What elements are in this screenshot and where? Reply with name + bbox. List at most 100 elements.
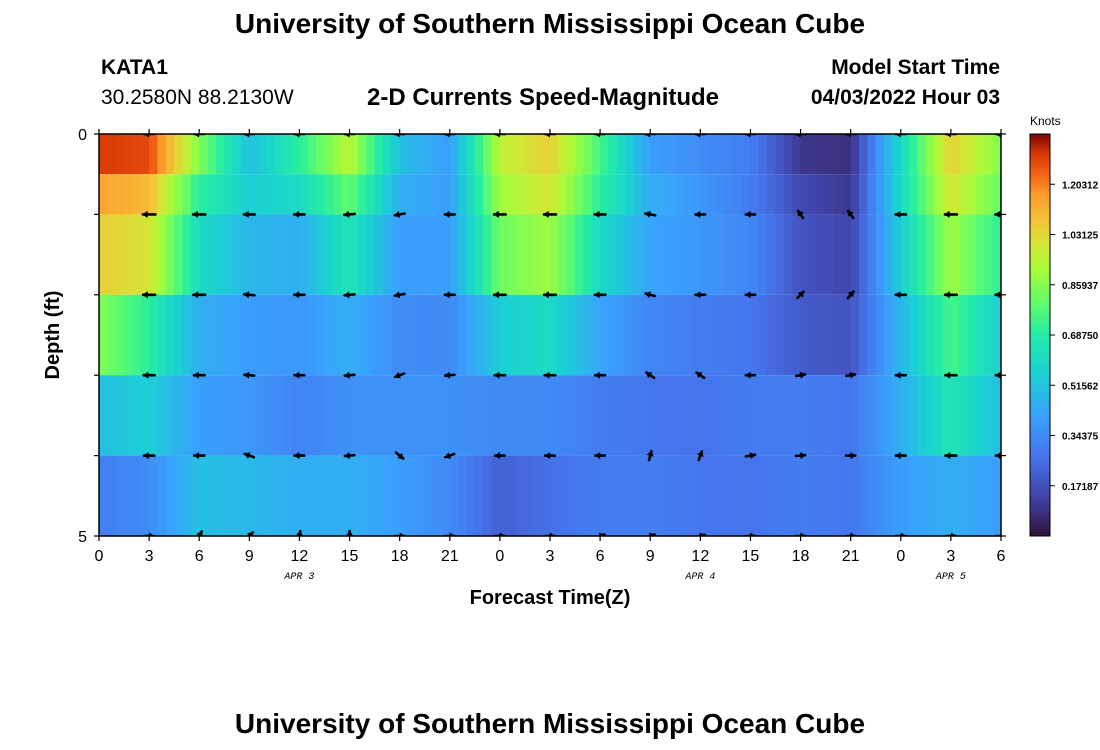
heatmap-cell bbox=[207, 134, 217, 175]
current-arrow bbox=[694, 291, 707, 299]
heatmap-cell bbox=[483, 214, 493, 295]
heatmap-cell bbox=[257, 294, 267, 376]
heatmap-cell bbox=[449, 174, 459, 215]
current-arrow bbox=[141, 210, 157, 218]
heatmap-cell bbox=[917, 214, 927, 295]
heatmap-cell bbox=[900, 214, 910, 295]
heatmap-cell bbox=[424, 174, 434, 215]
heatmap-cell bbox=[884, 294, 894, 376]
heatmap-cell bbox=[625, 375, 635, 456]
current-arrow bbox=[293, 210, 306, 218]
heatmap-cell bbox=[382, 455, 392, 536]
heatmap-cell bbox=[149, 375, 159, 456]
heatmap-cell bbox=[925, 134, 935, 175]
heatmap-cell bbox=[408, 455, 417, 536]
heatmap-cell bbox=[892, 455, 902, 536]
heatmap-cell bbox=[408, 134, 417, 175]
heatmap-cell bbox=[274, 174, 284, 215]
heatmap-cell bbox=[174, 214, 184, 295]
current-arrow bbox=[543, 371, 557, 379]
heatmap-cell bbox=[633, 134, 643, 175]
heatmap-cell bbox=[783, 294, 793, 376]
heatmap-cell bbox=[257, 214, 267, 295]
heatmap-cell bbox=[767, 174, 777, 215]
heatmap-cell bbox=[533, 294, 543, 376]
heatmap-cell bbox=[541, 214, 551, 295]
heatmap-cell bbox=[558, 174, 568, 215]
heatmap-cell bbox=[182, 455, 192, 536]
heatmap-cell bbox=[533, 134, 543, 175]
heatmap-cell bbox=[742, 134, 752, 175]
colorbar-tick-label: 0.51562 bbox=[1062, 381, 1099, 392]
heatmap-cell bbox=[691, 455, 701, 536]
heatmap-cell bbox=[591, 375, 601, 456]
heatmap-cell bbox=[817, 294, 827, 376]
heatmap-cell bbox=[399, 455, 409, 536]
heatmap-cell bbox=[524, 294, 534, 376]
heatmap-cell bbox=[441, 294, 451, 376]
heatmap-cell bbox=[541, 455, 551, 536]
heatmap-cell bbox=[357, 455, 367, 536]
heatmap-cell bbox=[591, 134, 601, 175]
heatmap-cell bbox=[850, 134, 860, 175]
heatmap-cell bbox=[733, 294, 743, 376]
heatmap-cell bbox=[458, 375, 468, 456]
heatmap-cell bbox=[725, 455, 735, 536]
heatmap-cell bbox=[357, 134, 367, 175]
heatmap-cell bbox=[666, 294, 676, 376]
heatmap-cell bbox=[725, 294, 735, 376]
heatmap-cell bbox=[424, 294, 434, 376]
station-coordinates: 30.2580N 88.2130W bbox=[101, 86, 294, 109]
heatmap-cell bbox=[658, 214, 668, 295]
current-arrow bbox=[393, 371, 406, 379]
heatmap-cell bbox=[758, 455, 768, 536]
heatmap-cell bbox=[583, 294, 593, 376]
heatmap-cell bbox=[591, 455, 601, 536]
heatmap-cell bbox=[616, 455, 626, 536]
heatmap-cell bbox=[666, 375, 676, 456]
heatmap-cell bbox=[925, 375, 935, 456]
heatmap-cell bbox=[750, 214, 760, 295]
heatmap-cell bbox=[357, 294, 367, 376]
heatmap-cell bbox=[708, 214, 718, 295]
current-arrow bbox=[393, 291, 406, 299]
x-tick-label: 3 bbox=[546, 548, 555, 565]
heatmap-cell bbox=[491, 455, 501, 536]
heatmap-cell bbox=[516, 455, 526, 536]
heatmap-cell bbox=[775, 455, 785, 536]
heatmap-cell bbox=[199, 294, 209, 376]
heatmap-cell bbox=[691, 134, 701, 175]
date-label: APR 5 bbox=[935, 572, 966, 583]
heatmap-cell bbox=[566, 214, 576, 295]
heatmap-cell bbox=[892, 375, 902, 456]
heatmap-cell bbox=[900, 174, 910, 215]
heatmap-cell bbox=[466, 455, 476, 536]
heatmap-cell bbox=[391, 214, 401, 295]
x-tick-label: 12 bbox=[291, 548, 309, 565]
heatmap-cell bbox=[591, 174, 601, 215]
heatmap-cell bbox=[884, 214, 894, 295]
heatmap-cell bbox=[115, 455, 125, 536]
heatmap-cell bbox=[800, 174, 810, 215]
heatmap-cell bbox=[683, 375, 693, 456]
heatmap-cell bbox=[508, 134, 518, 175]
heatmap-cell bbox=[750, 134, 760, 175]
heatmap-cell bbox=[691, 375, 701, 456]
heatmap-cell bbox=[767, 134, 777, 175]
heatmap-cell bbox=[307, 214, 317, 295]
heatmap-cell bbox=[524, 134, 534, 175]
heatmap-cell bbox=[950, 455, 960, 536]
heatmap-cell bbox=[366, 214, 376, 295]
heatmap-cell bbox=[441, 174, 451, 215]
heatmap-cell bbox=[115, 375, 125, 456]
heatmap-cell bbox=[875, 375, 885, 456]
heatmap-cell bbox=[516, 214, 526, 295]
heatmap-cell bbox=[282, 134, 292, 175]
x-tick-label: 0 bbox=[896, 548, 905, 565]
heatmap-cell bbox=[550, 294, 559, 376]
heatmap-cell bbox=[942, 375, 952, 456]
current-arrow bbox=[141, 291, 157, 299]
heatmap-cell bbox=[725, 174, 735, 215]
heatmap-cell bbox=[232, 134, 242, 175]
heatmap-cell bbox=[249, 134, 259, 175]
